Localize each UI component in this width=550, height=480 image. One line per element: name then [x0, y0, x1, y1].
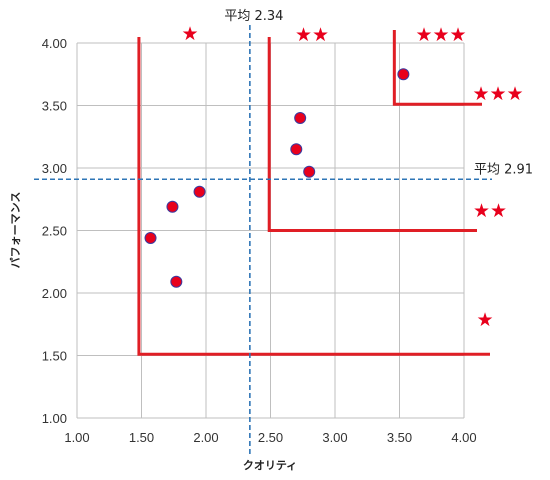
data-point-0 [144, 232, 157, 244]
y-tick-label-5: 3.50 [42, 99, 67, 114]
average-label-x: 平均 2.34 [224, 9, 283, 24]
x-tick-labels: 1.00 1.50 2.00 2.50 3.00 3.50 4.00 [64, 430, 476, 445]
zone-line-2 [267, 37, 477, 232]
data-point-4 [290, 143, 303, 156]
data-points [144, 68, 410, 288]
zone-star-labels: ★★★★★★★★★★★★ [181, 23, 523, 331]
zone-side-stars-2: ★★ [473, 200, 507, 222]
y-tick-label-4: 3.00 [42, 161, 67, 176]
x-axis-title: クオリティ [243, 459, 297, 472]
data-point-6 [303, 165, 316, 178]
zone-top-stars-2: ★★ [295, 24, 329, 46]
data-point-7 [397, 68, 410, 81]
average-label-y: 平均 2.91 [474, 162, 533, 177]
average-lines: 平均 2.34 平均 2.91 [34, 9, 533, 455]
y-tick-label-0: 1.00 [42, 411, 67, 426]
x-tick-label-5: 3.50 [387, 430, 412, 445]
data-point-5 [294, 112, 307, 124]
data-point-1 [166, 200, 179, 213]
y-tick-label-6: 4.00 [42, 36, 67, 51]
y-tick-label-3: 2.50 [42, 224, 67, 239]
x-tick-label-6: 4.00 [451, 430, 476, 445]
data-point-3 [193, 185, 206, 198]
zone-line-1 [137, 37, 490, 356]
y-tick-label-1: 1.50 [42, 349, 67, 364]
x-tick-label-0: 1.00 [64, 430, 89, 445]
y-axis-title: パフォーマンス [9, 192, 22, 269]
y-tick-labels: 1.00 1.50 2.00 2.50 3.00 3.50 4.00 [42, 36, 67, 426]
zone-line-3 [392, 30, 482, 106]
zone-lines [137, 30, 490, 356]
x-tick-label-4: 3.00 [322, 430, 347, 445]
x-tick-label-3: 2.50 [258, 430, 283, 445]
x-tick-label-1: 1.50 [129, 430, 154, 445]
zone-side-stars-3: ★★★ [472, 83, 523, 105]
y-tick-label-2: 2.00 [42, 286, 67, 301]
zone-top-stars-3: ★★★ [415, 24, 466, 46]
zone-top-stars-1: ★ [181, 23, 198, 45]
zone-side-stars-1: ★ [476, 309, 493, 331]
x-tick-label-2: 2.00 [193, 430, 218, 445]
data-point-2 [170, 275, 183, 288]
